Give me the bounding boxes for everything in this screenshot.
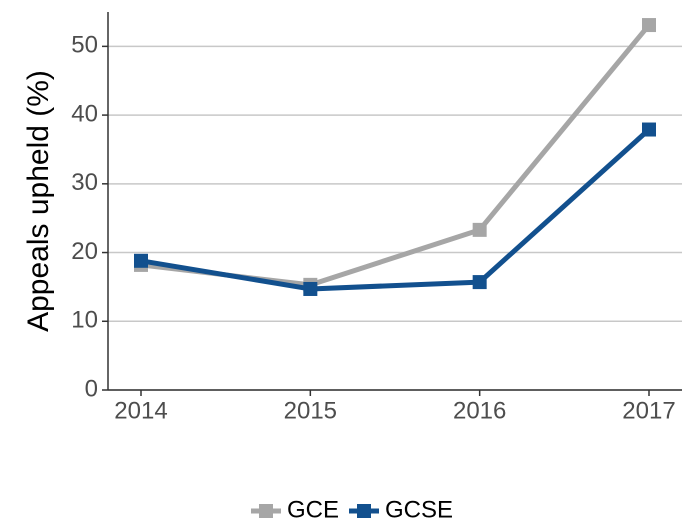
point-marker <box>472 275 487 290</box>
legend-item: GCE <box>250 496 339 523</box>
series-line <box>140 127 651 292</box>
y-tick-label: 10 <box>71 307 98 334</box>
x-tick-label: 2017 <box>622 397 675 424</box>
y-tick-label: 0 <box>85 375 98 402</box>
x-tick-label: 2014 <box>114 397 167 424</box>
x-tick-label: 2015 <box>284 397 337 424</box>
point-marker <box>472 222 487 237</box>
point-marker <box>134 253 148 268</box>
legend-label: GCE <box>287 496 339 523</box>
x-tick-label: 2016 <box>453 397 506 424</box>
legend-marker <box>258 504 273 518</box>
y-tick-label: 20 <box>71 238 98 265</box>
legend: GCE GCSE <box>250 496 453 523</box>
legend-marker <box>357 504 371 518</box>
y-axis-title: Appeals upheld (%) <box>22 70 55 332</box>
legend-label: GCSE <box>385 496 453 523</box>
legend-item: GCSE <box>349 496 453 523</box>
y-tick-label: 40 <box>71 100 98 127</box>
point-marker <box>642 18 656 33</box>
y-tick-label: 50 <box>71 32 98 59</box>
point-marker <box>303 281 318 296</box>
point-marker <box>642 122 656 137</box>
y-tick-label: 30 <box>71 169 98 196</box>
series-line <box>140 23 651 288</box>
